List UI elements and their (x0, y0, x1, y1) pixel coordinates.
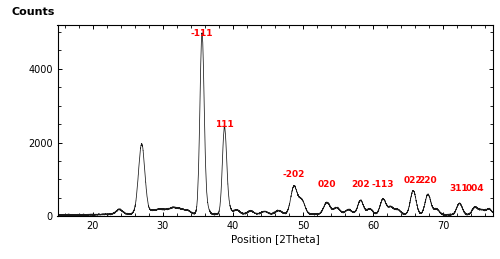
Text: 202: 202 (352, 180, 370, 189)
Text: 311: 311 (450, 184, 468, 193)
Text: 020: 020 (318, 180, 336, 189)
Text: Counts: Counts (12, 7, 55, 17)
Text: 111: 111 (215, 120, 234, 128)
X-axis label: Position [2Theta]: Position [2Theta] (230, 234, 320, 244)
Text: 004: 004 (466, 184, 484, 193)
Text: -113: -113 (372, 180, 394, 189)
Text: 022: 022 (403, 176, 422, 185)
Text: -111: -111 (191, 28, 214, 38)
Text: -202: -202 (283, 170, 305, 179)
Text: 220: 220 (418, 176, 438, 185)
